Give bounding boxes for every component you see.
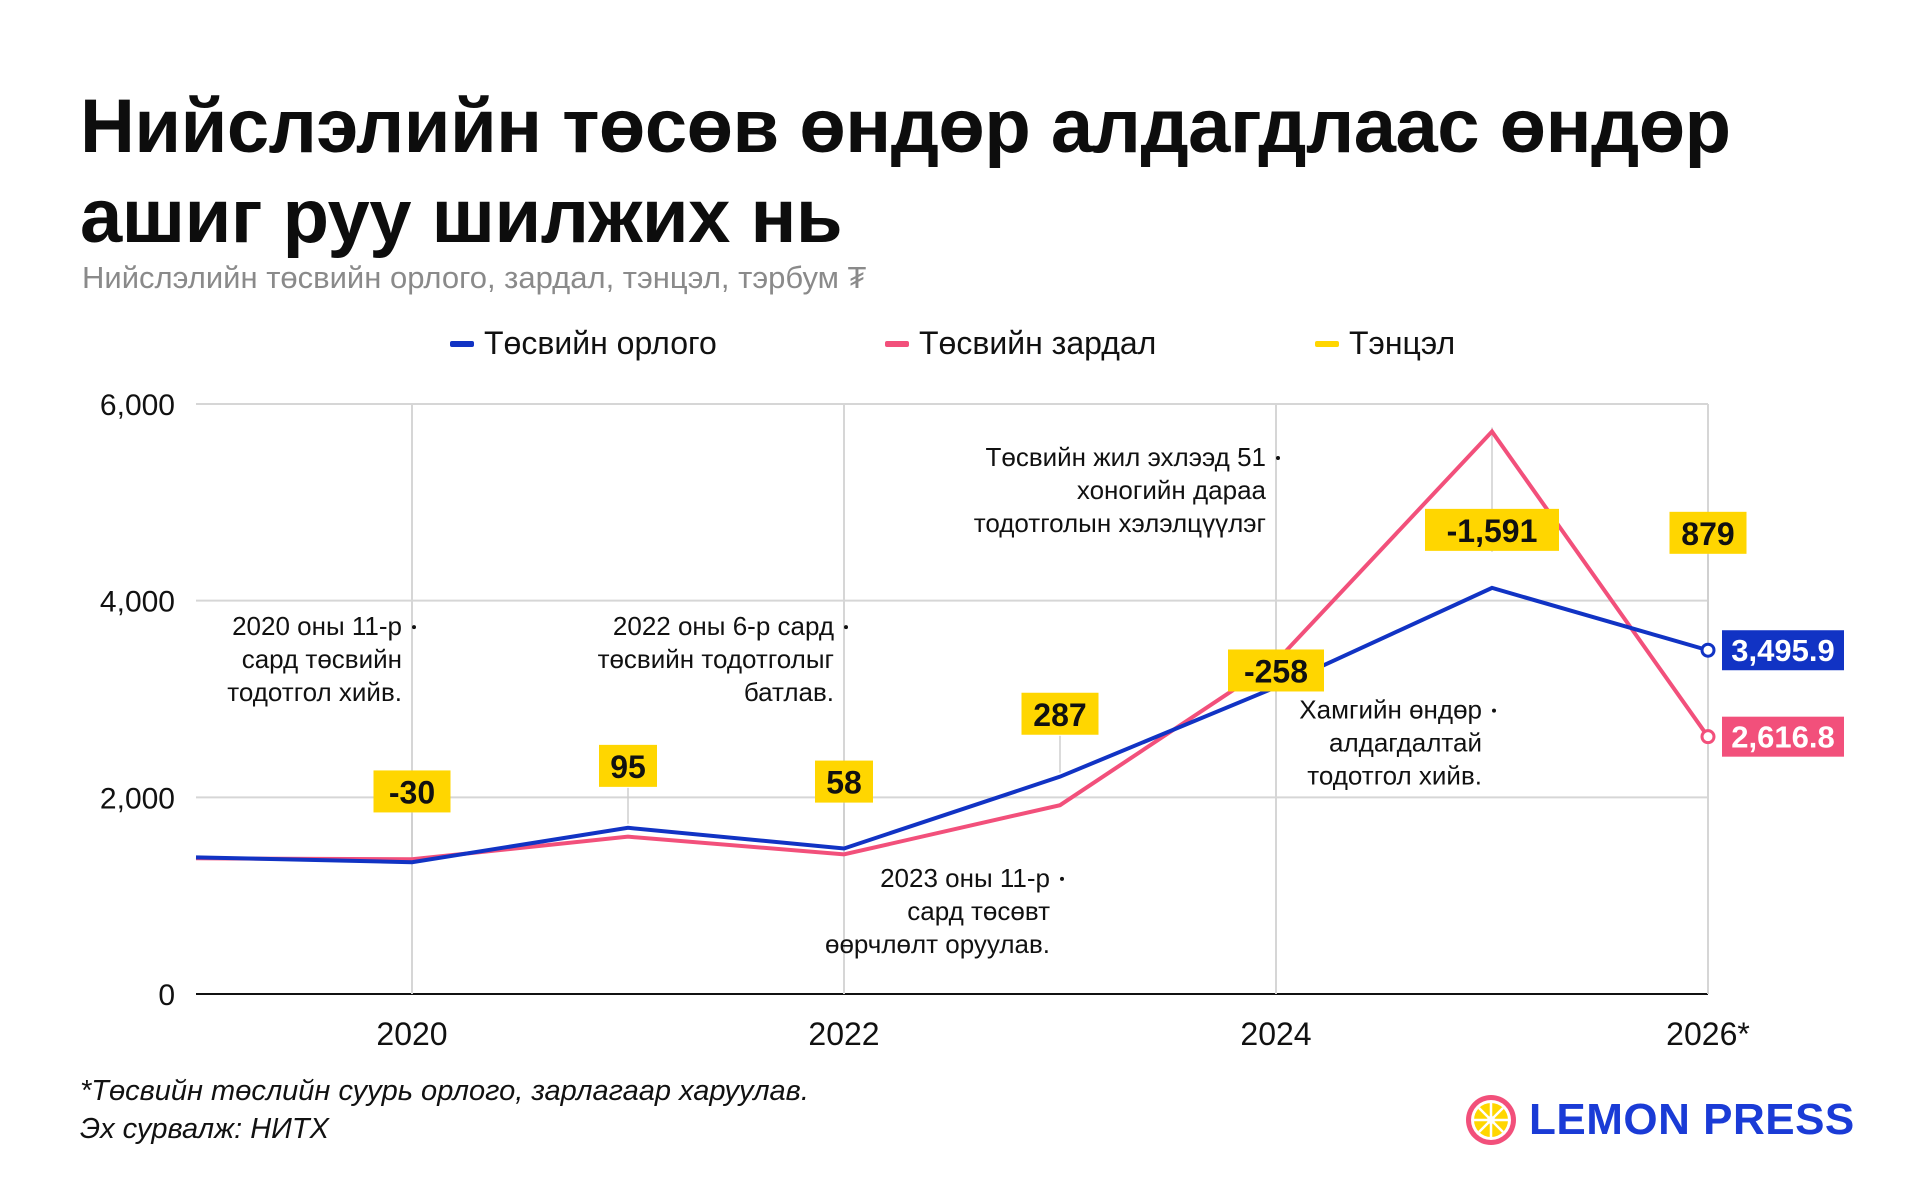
annotation-text: тодотгол хийв. (1307, 761, 1482, 791)
annotation-text: сард төсвийн (242, 644, 402, 674)
chart-legend: Төсвийн орлого Төсвийн зардал Тэнцэл (0, 325, 1920, 369)
balance-label-box (815, 760, 873, 803)
annotation-text: алдагдалтай (1329, 728, 1482, 758)
annotation-text: 2023 оны 11-р (880, 863, 1050, 893)
annotation-text: 2022 оны 6-р сард (613, 611, 834, 641)
y-tick-label: 6,000 (100, 389, 175, 422)
brand-logo: LEMON PRESS (1463, 1092, 1855, 1148)
legend-item-income: Төсвийн орлого (450, 325, 717, 362)
annotation-text: батлав. (744, 677, 834, 707)
balance-label: -258 (1244, 653, 1308, 689)
x-tick-label: 2024 (1240, 1016, 1311, 1052)
y-tick-label: 4,000 (100, 586, 175, 619)
balance-label: 58 (826, 765, 862, 801)
balance-label: 95 (610, 749, 646, 785)
lemon-icon (1466, 1095, 1516, 1145)
annotation-text: тодотголын хэлэлцүүлэг (974, 508, 1266, 538)
y-tick-label: 0 (158, 979, 175, 1012)
annotation-text: өөрчлөлт оруулав. (825, 929, 1050, 959)
footnote-source: Эх сурвалж: НИТХ (80, 1113, 329, 1145)
legend-label-expense: Төсвийн зардал (919, 325, 1157, 361)
balance-label: -1,591 (1447, 513, 1538, 549)
legend-item-balance: Тэнцэл (1315, 325, 1455, 362)
annotation-dot (1276, 455, 1280, 460)
end-label: 2,616.8 (1731, 720, 1834, 755)
balance-label-box (1228, 649, 1324, 692)
annotation-dot (844, 625, 848, 630)
end-label: 3,495.9 (1731, 633, 1834, 668)
balance-label-box (373, 770, 451, 813)
annotation-text: хоногийн дараа (1077, 475, 1267, 505)
balance-label: -30 (389, 774, 435, 810)
annotation-text: тодотгол хийв. (227, 677, 402, 707)
end-label-box (1722, 716, 1844, 757)
legend-item-expense: Төсвийн зардал (885, 325, 1156, 362)
footnote-note: *Төсвийн төслийн суурь орлого, зарлагаар… (80, 1075, 809, 1107)
logo-text: LEMON PRESS (1529, 1095, 1855, 1144)
x-tick-label: 2020 (376, 1016, 447, 1052)
balance-label: 287 (1033, 697, 1086, 733)
annotation-text: сард төсөвт (907, 896, 1050, 926)
legend-swatch-balance (1315, 340, 1339, 347)
chart-subtitle: Нийслэлийн төсвийн орлого, зардал, тэнцэ… (82, 260, 867, 295)
annotation-dot (1492, 708, 1496, 713)
end-label-box (1722, 630, 1844, 671)
annotation-text: Хамгийн өндөр (1299, 695, 1482, 725)
end-point (1700, 642, 1716, 658)
annotation-dot (1060, 876, 1064, 881)
balance-label-box (599, 744, 657, 787)
annotation-text: Төсвийн жил эхлээд 51 (985, 442, 1266, 472)
legend-label-balance: Тэнцэл (1349, 325, 1456, 361)
chart-title: Нийслэлийн төсөв өндөр алдагдлаас өндөр … (80, 84, 1731, 259)
x-tick-label: 2026* (1666, 1016, 1750, 1052)
annotation-text: төсвийн тодотголыг (598, 644, 834, 674)
legend-swatch-expense (885, 340, 909, 347)
y-tick-label: 2,000 (100, 782, 175, 815)
annotation-text: 2020 оны 11-р (232, 611, 402, 641)
annotation-dot (412, 625, 416, 630)
legend-swatch-income (450, 340, 474, 347)
balance-label-box (1021, 692, 1099, 735)
footnote: *Төсвийн төслийн суурь орлого, зарлагаар… (80, 1072, 809, 1148)
x-tick-label: 2022 (808, 1016, 879, 1052)
balance-label: 879 (1681, 516, 1734, 552)
income-line (195, 585, 1709, 865)
balance-label-box (1669, 511, 1747, 554)
legend-label-income: Төсвийн орлого (484, 325, 717, 361)
end-point (1700, 729, 1716, 745)
balance-label-box (1425, 508, 1559, 551)
